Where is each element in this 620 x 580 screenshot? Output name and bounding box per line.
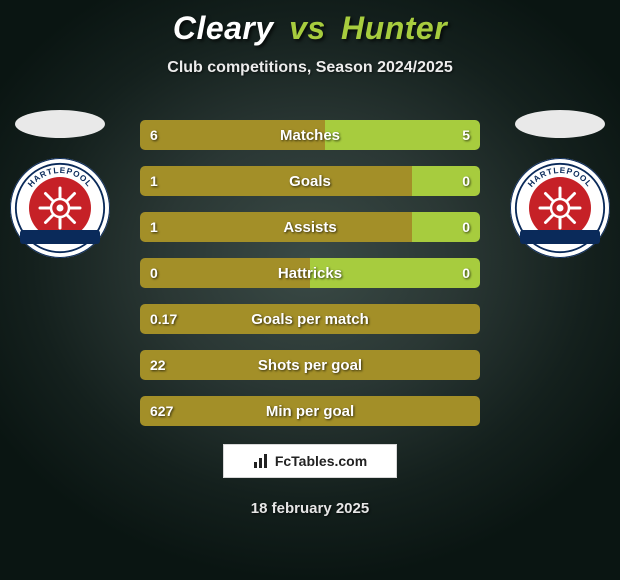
player-left-column: HARTLEPOOL UNITED F.C [0,110,120,258]
stat-row: Assists10 [140,212,480,242]
stat-row: Goals per match0.17 [140,304,480,334]
stat-row: Shots per goal22 [140,350,480,380]
subtitle: Club competitions, Season 2024/2025 [0,59,620,77]
title-right-name: Hunter [341,10,447,46]
title-left-name: Cleary [173,10,274,46]
club-badge-left: HARTLEPOOL UNITED F.C [10,158,110,258]
stat-row: Min per goal627 [140,396,480,426]
stat-row-right-segment [310,258,480,288]
stat-row: Hattricks00 [140,258,480,288]
stat-row-left-segment [140,212,412,242]
club-badge-right: HARTLEPOOL UNITED F.C [510,158,610,258]
stat-row-right-segment [412,212,480,242]
brand-badge: FcTables.com [223,444,397,478]
stat-row-left-segment [140,304,480,334]
stat-row: Goals10 [140,166,480,196]
stat-row: Matches65 [140,120,480,150]
stat-bars: Matches65 Goals10 Assists10 Hattricks00 Goal… [140,120,480,426]
brand-text: FcTables.com [275,453,367,469]
stat-row-left-segment [140,120,325,150]
date-text: 18 february 2025 [0,500,620,517]
bar-chart-icon [253,453,269,469]
stat-row-right-segment [325,120,480,150]
stat-row-left-segment [140,166,412,196]
ship-wheel-icon [537,185,583,231]
comparison-title: Cleary vs Hunter [0,0,620,47]
stat-row-left-segment [140,350,480,380]
club-badge-left-banner [20,230,100,244]
title-vs: vs [289,10,326,46]
stat-row-left-segment [140,396,480,426]
stat-row-left-segment [140,258,310,288]
player-right-silhouette [515,110,605,138]
ship-wheel-icon [37,185,83,231]
player-right-column: HARTLEPOOL UNITED F.C [500,110,620,258]
stat-row-right-segment [412,166,480,196]
player-left-silhouette [15,110,105,138]
club-badge-right-banner [520,230,600,244]
